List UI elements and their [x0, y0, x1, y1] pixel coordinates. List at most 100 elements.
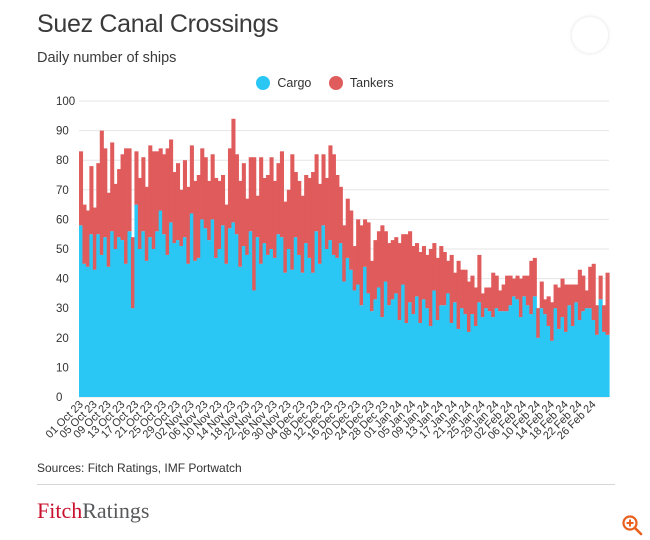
bar-tankers[interactable]	[373, 240, 378, 300]
bar-tankers[interactable]	[162, 154, 167, 235]
bar-tankers[interactable]	[304, 175, 309, 244]
bar-cargo[interactable]	[269, 249, 274, 397]
bar-cargo[interactable]	[210, 219, 215, 397]
bar-cargo[interactable]	[321, 225, 326, 397]
bar-tankers[interactable]	[158, 148, 163, 211]
bar-tankers[interactable]	[408, 231, 413, 303]
bar-tankers[interactable]	[369, 260, 375, 312]
bar-tankers[interactable]	[383, 231, 388, 282]
bar-tankers[interactable]	[79, 151, 84, 226]
bar-tankers[interactable]	[266, 175, 271, 255]
bar-cargo[interactable]	[352, 290, 357, 397]
bar-tankers[interactable]	[453, 272, 458, 303]
bar-cargo[interactable]	[224, 263, 229, 397]
legend-item-cargo[interactable]: Cargo	[256, 76, 311, 90]
bar-tankers[interactable]	[421, 246, 427, 300]
bar-tankers[interactable]	[279, 151, 284, 238]
bar-cargo[interactable]	[234, 234, 239, 397]
bar-cargo[interactable]	[297, 254, 302, 397]
bar-cargo[interactable]	[245, 254, 250, 397]
bar-tankers[interactable]	[286, 189, 291, 249]
bar-tankers[interactable]	[189, 145, 194, 214]
bar-tankers[interactable]	[577, 269, 582, 321]
bar-tankers[interactable]	[487, 287, 492, 312]
bar-cargo[interactable]	[480, 317, 485, 397]
bar-tankers[interactable]	[214, 177, 219, 258]
bar-cargo[interactable]	[200, 219, 205, 397]
bar-tankers[interactable]	[141, 157, 146, 232]
bar-tankers[interactable]	[200, 148, 205, 220]
bar-tankers[interactable]	[328, 145, 333, 241]
bar-cargo[interactable]	[418, 323, 423, 397]
bar-tankers[interactable]	[272, 180, 278, 258]
bar-cargo[interactable]	[477, 302, 482, 397]
bar-tankers[interactable]	[82, 204, 87, 264]
bar-tankers[interactable]	[207, 180, 212, 241]
bar-tankers[interactable]	[525, 275, 530, 306]
bar-tankers[interactable]	[446, 260, 451, 294]
bar-cargo[interactable]	[134, 204, 139, 397]
bar-cargo[interactable]	[120, 240, 125, 397]
bar-cargo[interactable]	[505, 311, 510, 397]
bar-tankers[interactable]	[165, 148, 170, 255]
bar-tankers[interactable]	[581, 275, 586, 312]
bar-cargo[interactable]	[428, 325, 433, 397]
bar-cargo[interactable]	[460, 308, 465, 397]
bar-tankers[interactable]	[124, 148, 129, 264]
bar-cargo[interactable]	[553, 308, 558, 397]
bar-tankers[interactable]	[473, 287, 478, 326]
bar-tankers[interactable]	[227, 148, 233, 229]
bar-tankers[interactable]	[508, 275, 513, 306]
bar-tankers[interactable]	[442, 251, 447, 306]
bar-cargo[interactable]	[369, 311, 375, 397]
bar-cargo[interactable]	[380, 317, 385, 397]
bar-tankers[interactable]	[321, 154, 326, 226]
bar-cargo[interactable]	[390, 299, 395, 397]
bar-tankers[interactable]	[522, 275, 527, 297]
bar-cargo[interactable]	[279, 237, 284, 397]
bar-cargo[interactable]	[404, 323, 409, 397]
bar-cargo[interactable]	[162, 234, 167, 397]
bar-tankers[interactable]	[553, 284, 558, 309]
bar-cargo[interactable]	[272, 257, 278, 397]
bar-cargo[interactable]	[584, 308, 589, 397]
bar-cargo[interactable]	[383, 281, 388, 397]
bar-tankers[interactable]	[110, 142, 115, 232]
bar-tankers[interactable]	[106, 192, 111, 267]
bar-cargo[interactable]	[518, 317, 523, 397]
bar-tankers[interactable]	[269, 157, 274, 249]
bar-cargo[interactable]	[175, 240, 181, 397]
bar-tankers[interactable]	[224, 204, 229, 264]
bar-cargo[interactable]	[532, 296, 537, 397]
bar-tankers[interactable]	[144, 186, 149, 261]
bar-cargo[interactable]	[570, 325, 575, 397]
bar-cargo[interactable]	[501, 311, 506, 397]
bar-tankers[interactable]	[231, 118, 236, 223]
bar-cargo[interactable]	[221, 225, 226, 397]
bar-tankers[interactable]	[137, 177, 142, 249]
bar-cargo[interactable]	[266, 254, 271, 397]
bar-cargo[interactable]	[446, 293, 451, 397]
bar-tankers[interactable]	[394, 237, 399, 294]
bar-tankers[interactable]	[477, 254, 482, 303]
bar-cargo[interactable]	[408, 302, 413, 397]
bar-tankers[interactable]	[210, 154, 215, 220]
bar-tankers[interactable]	[85, 210, 90, 267]
bar-cargo[interactable]	[591, 320, 596, 397]
bar-cargo[interactable]	[314, 231, 319, 397]
bar-cargo[interactable]	[182, 237, 187, 397]
bar-tankers[interactable]	[103, 148, 108, 238]
bar-cargo[interactable]	[130, 308, 136, 397]
bar-cargo[interactable]	[96, 234, 101, 397]
bar-cargo[interactable]	[577, 320, 582, 397]
bar-tankers[interactable]	[127, 148, 132, 232]
bar-cargo[interactable]	[186, 263, 191, 397]
bar-cargo[interactable]	[550, 340, 555, 397]
bar-tankers[interactable]	[276, 163, 281, 235]
bar-cargo[interactable]	[324, 249, 330, 397]
bar-tankers[interactable]	[584, 290, 589, 309]
bar-tankers[interactable]	[539, 281, 544, 309]
bar-tankers[interactable]	[113, 183, 118, 249]
bar-cargo[interactable]	[106, 266, 111, 397]
bar-tankers[interactable]	[380, 225, 385, 318]
